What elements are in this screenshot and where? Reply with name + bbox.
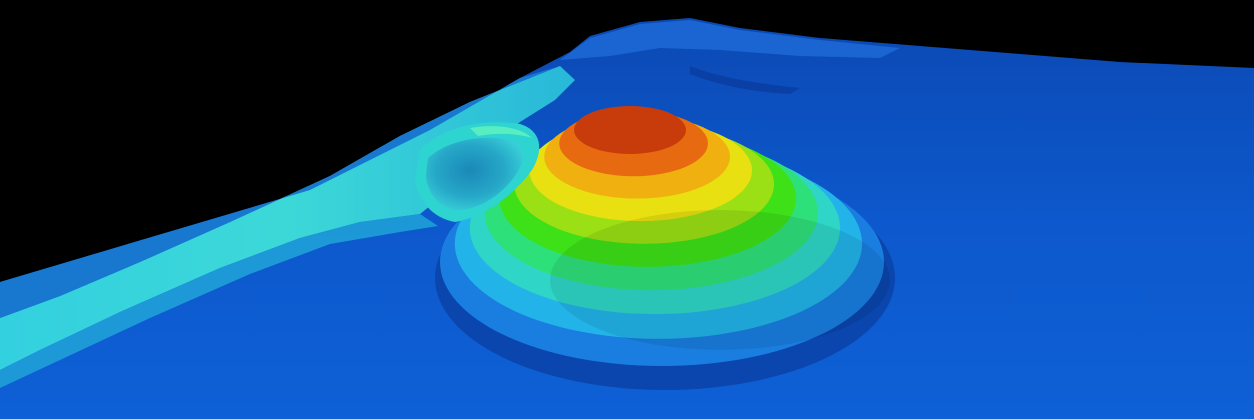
crater-highlight (470, 126, 532, 138)
mound-flank-shade (550, 210, 890, 350)
distant-hill (560, 20, 900, 60)
contour-band-10 (574, 106, 686, 154)
crater-bowl (426, 137, 524, 211)
conical-mound (440, 106, 890, 366)
ridge-outer-edge (0, 66, 560, 318)
ridge-inner-rim (0, 214, 438, 388)
distant-hill-highlight (690, 66, 800, 94)
